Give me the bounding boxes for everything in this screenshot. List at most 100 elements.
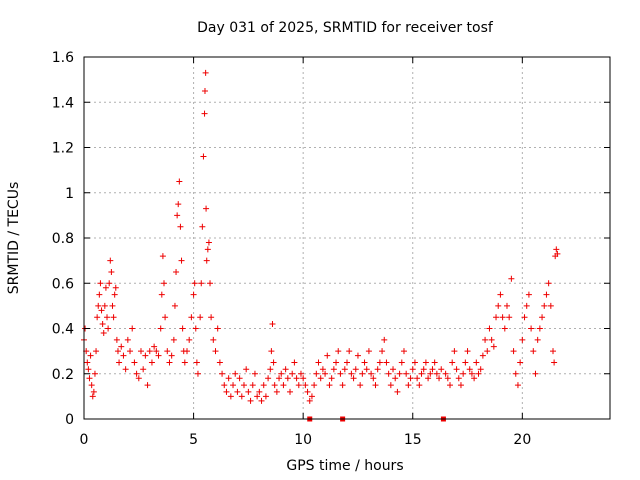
data-point — [133, 370, 140, 377]
data-point — [374, 366, 381, 373]
data-point — [449, 359, 456, 366]
data-point — [153, 348, 160, 355]
data-point — [528, 325, 535, 332]
data-point — [512, 370, 519, 377]
data-point — [444, 375, 451, 382]
data-point — [94, 314, 101, 321]
data-point — [361, 359, 368, 366]
data-point — [212, 348, 219, 355]
data-point — [416, 382, 423, 389]
tick-labels: 0 0.2 0.4 0.6 0.8 1 1.2 1.4 1.6 0 5 10 15 20 — [52, 50, 532, 448]
data-point — [88, 382, 95, 389]
data-point — [335, 348, 342, 355]
data-point — [525, 291, 532, 298]
data-point — [243, 366, 250, 373]
data-point — [176, 178, 183, 185]
data-point — [293, 375, 300, 382]
data-point — [120, 352, 127, 359]
data-point — [532, 370, 539, 377]
data-point — [265, 375, 272, 382]
data-point — [328, 375, 335, 382]
data-point — [550, 348, 557, 355]
data-point — [390, 366, 397, 373]
data-point — [101, 302, 108, 309]
data-point — [365, 348, 372, 355]
data-point — [473, 359, 480, 366]
data-point — [230, 382, 237, 389]
data-point — [530, 348, 537, 355]
data-point — [276, 375, 283, 382]
data-point — [514, 382, 521, 389]
data-point — [114, 348, 121, 355]
data-point — [219, 370, 226, 377]
data-point — [238, 393, 245, 400]
data-point — [510, 348, 517, 355]
data-point — [273, 388, 280, 395]
data-point — [202, 69, 209, 76]
data-point — [484, 348, 491, 355]
data-point — [317, 375, 324, 382]
x-tick-label: 20 — [513, 432, 531, 448]
data-point — [159, 253, 166, 260]
data-point — [315, 359, 322, 366]
data-point — [262, 393, 269, 400]
y-tick-label: 1 — [65, 186, 74, 202]
data-point — [295, 382, 302, 389]
data-point — [431, 359, 438, 366]
data-point — [193, 359, 200, 366]
data-point — [158, 291, 165, 298]
data-point — [214, 325, 221, 332]
data-point — [86, 375, 93, 382]
y-tick-label: 1.4 — [52, 95, 74, 111]
data-point — [466, 366, 473, 373]
data-point — [442, 370, 449, 377]
data-point — [137, 348, 144, 355]
data-point — [190, 291, 197, 298]
data-point — [104, 314, 111, 321]
data-point — [464, 348, 471, 355]
data-point — [201, 110, 208, 117]
data-point — [135, 375, 142, 382]
data-point — [107, 257, 114, 264]
data-point — [127, 348, 134, 355]
data-point — [184, 348, 191, 355]
data-point — [118, 343, 125, 350]
data-point — [207, 280, 214, 287]
x-tick-label: 5 — [189, 432, 198, 448]
data-point — [93, 348, 100, 355]
data-point — [433, 370, 440, 377]
data-point — [411, 359, 418, 366]
data-point — [98, 307, 105, 314]
data-point — [131, 359, 138, 366]
data-point — [87, 352, 94, 359]
data-point — [146, 348, 153, 355]
data-point — [363, 366, 370, 373]
data-point — [260, 382, 267, 389]
data-point — [177, 223, 184, 230]
data-point — [113, 336, 120, 343]
data-point — [232, 370, 239, 377]
data-point — [105, 325, 112, 332]
data-point — [240, 382, 247, 389]
data-point — [372, 382, 379, 389]
data-point — [425, 375, 432, 382]
data-point — [109, 302, 116, 309]
data-point — [350, 375, 357, 382]
data-point — [256, 388, 263, 395]
data-point — [84, 359, 91, 366]
data-point — [387, 382, 394, 389]
data-point — [482, 336, 489, 343]
y-tick-label: 1.6 — [52, 50, 74, 66]
data-point — [493, 314, 500, 321]
data-point — [254, 393, 261, 400]
x-axis-label: GPS time / hours — [286, 458, 403, 474]
data-point — [302, 382, 309, 389]
data-point — [245, 388, 252, 395]
data-point — [547, 302, 554, 309]
data-point — [333, 359, 340, 366]
data-point — [85, 366, 92, 373]
data-point — [536, 325, 543, 332]
data-point — [90, 388, 97, 395]
